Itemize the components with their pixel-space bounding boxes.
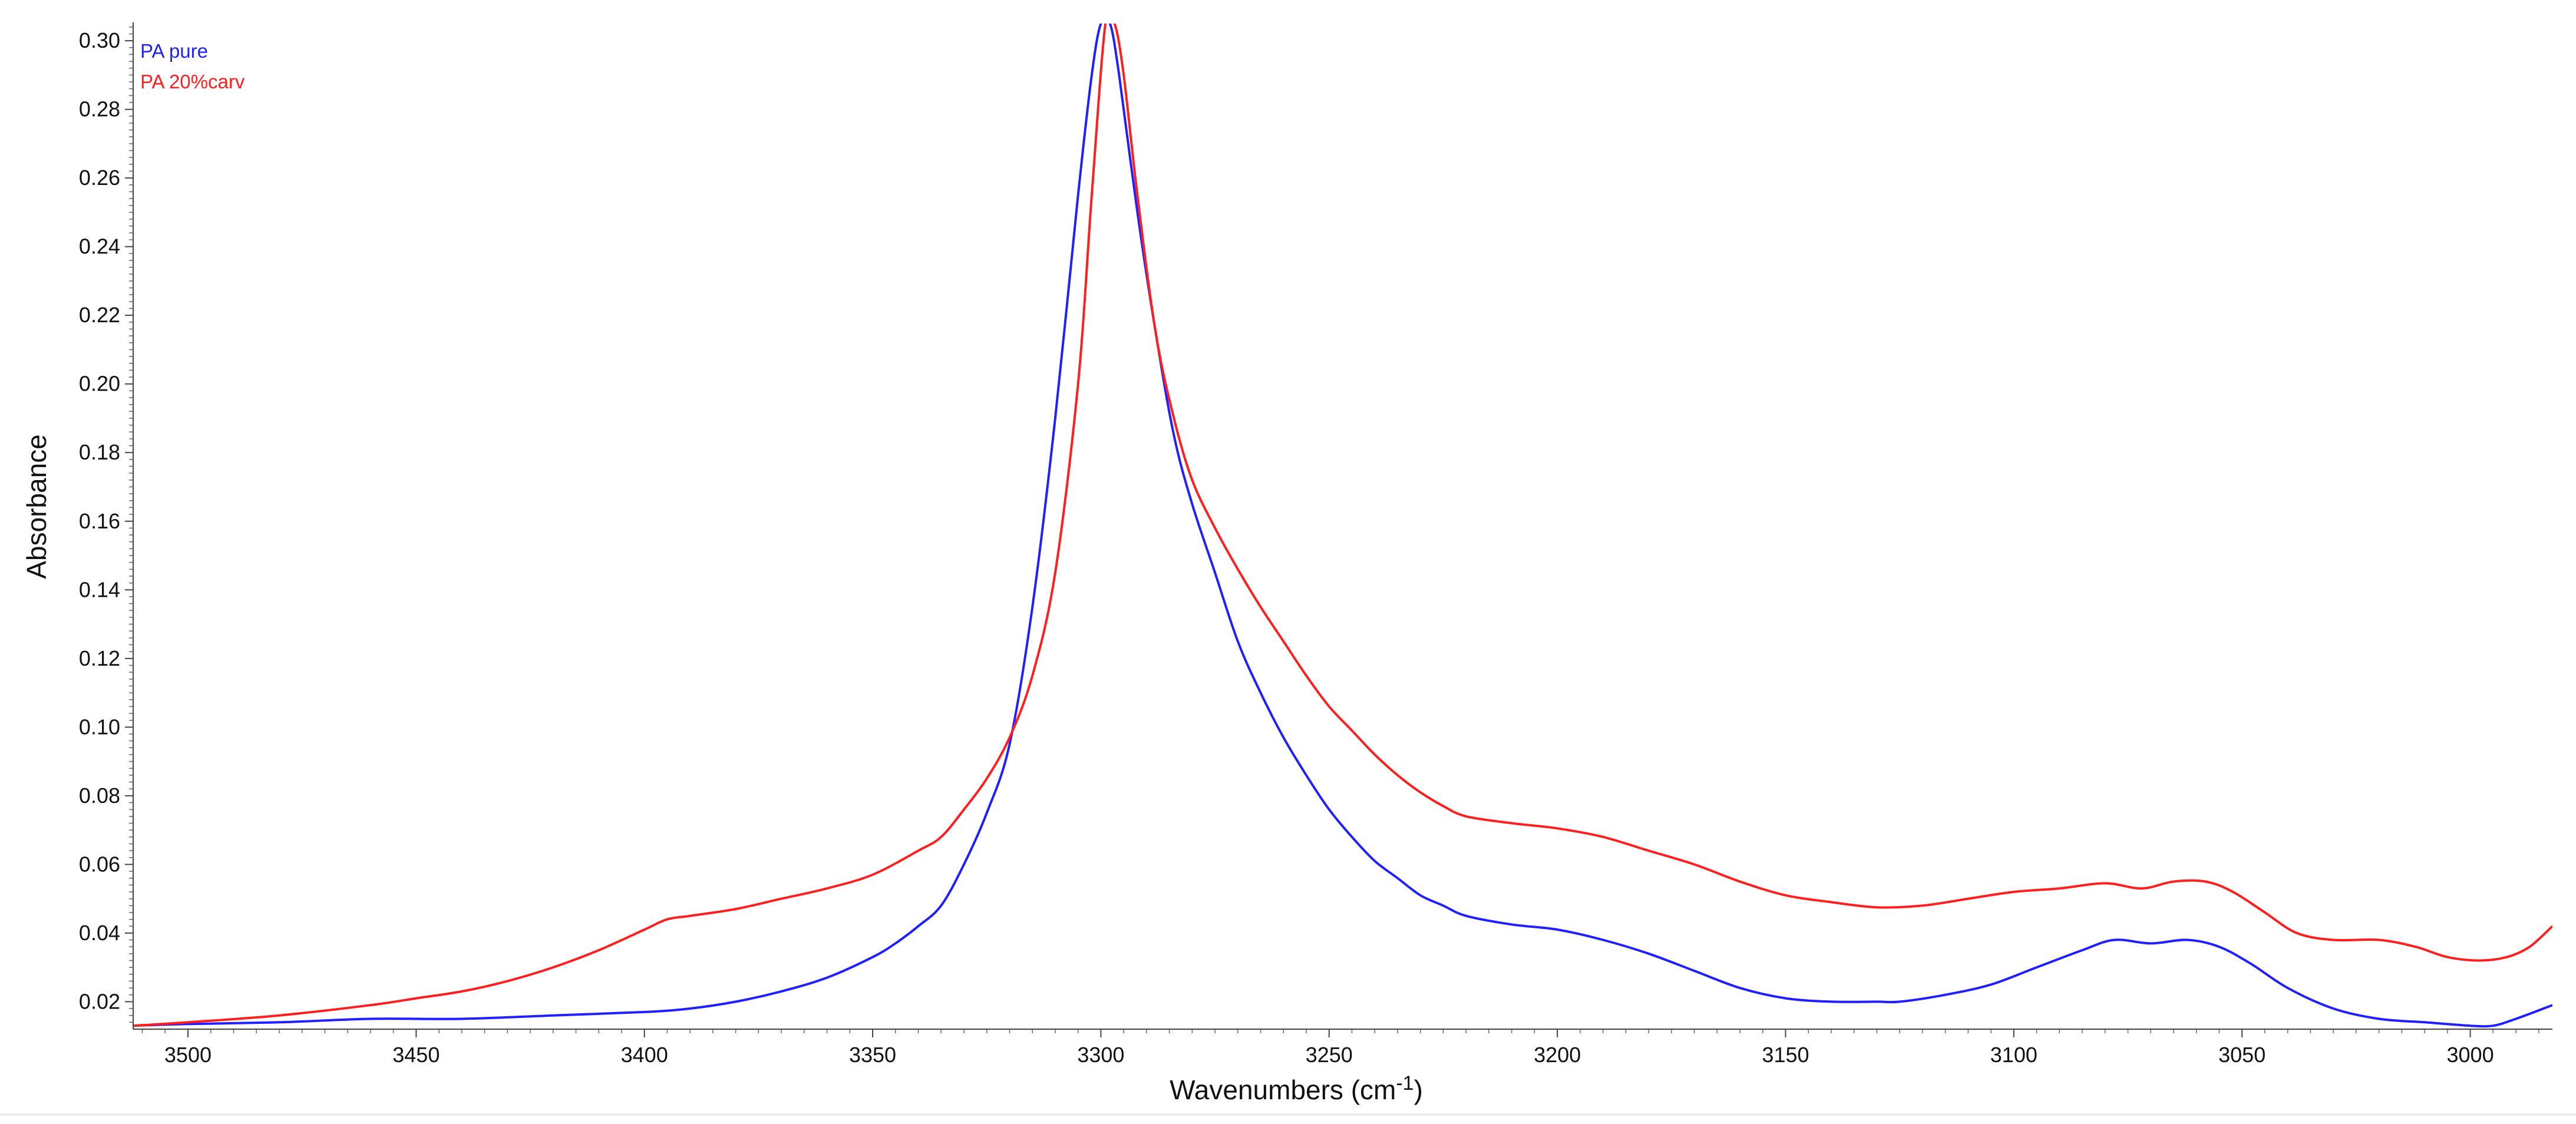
x-axis-title-main: Wavenumbers (cm: [1170, 1075, 1396, 1105]
y-tick-label: 0.28: [79, 97, 120, 121]
x-tick-label: 3350: [849, 1043, 896, 1067]
y-tick-label: 0.04: [79, 921, 120, 945]
x-tick-label: 3300: [1077, 1043, 1124, 1067]
y-tick-label: 0.16: [79, 509, 120, 533]
y-tick-label: 0.18: [79, 440, 120, 464]
y-tick-label: 0.26: [79, 166, 120, 190]
x-tick-label: 3050: [2218, 1043, 2265, 1067]
y-tick-label: 0.10: [79, 715, 120, 739]
x-tick-label: 3150: [1762, 1043, 1809, 1067]
y-tick-label: 0.08: [79, 784, 120, 808]
x-axis-ticks: 3500 3450 3400 3350 3300 3250 3200 3150 3100 3050…: [141, 1029, 2539, 1067]
series-line: [133, 24, 2552, 1028]
x-tick-label: 3250: [1306, 1043, 1353, 1067]
x-tick-label: 3000: [2447, 1043, 2494, 1067]
series-layer: [133, 24, 2552, 1028]
series-line: [133, 24, 2552, 1027]
y-tick-label: 0.30: [79, 28, 120, 52]
legend-entry: PA pure: [140, 40, 208, 62]
x-tick-label: 3400: [621, 1043, 668, 1067]
y-tick-label: 0.02: [79, 989, 120, 1013]
y-tick-label: 0.14: [79, 577, 120, 601]
y-tick-label: 0.06: [79, 852, 120, 876]
x-axis-title-suffix: ): [1414, 1075, 1423, 1105]
x-axis-title-superscript: -1: [1396, 1072, 1414, 1095]
x-tick-label: 3200: [1534, 1043, 1581, 1067]
legend-entry: PA 20%carv: [140, 71, 245, 92]
x-tick-label: 3100: [1990, 1043, 2037, 1067]
y-tick-label: 0.22: [79, 303, 120, 327]
y-axis-ticks: 0.02 0.04 0.06 0.08 0.10 0.12 0.14 0.16 0.18 0.20…: [79, 27, 133, 1023]
y-tick-label: 0.24: [79, 234, 120, 259]
x-axis-title: Wavenumbers (cm-1): [1170, 1072, 1423, 1105]
legend: PA pure PA 20%carv: [140, 40, 245, 92]
x-tick-label: 3450: [392, 1043, 440, 1067]
y-tick-label: 0.20: [79, 372, 120, 396]
y-tick-label: 0.12: [79, 646, 120, 670]
y-axis-title: Absorbance: [21, 434, 52, 579]
x-tick-label: 3500: [164, 1043, 212, 1067]
